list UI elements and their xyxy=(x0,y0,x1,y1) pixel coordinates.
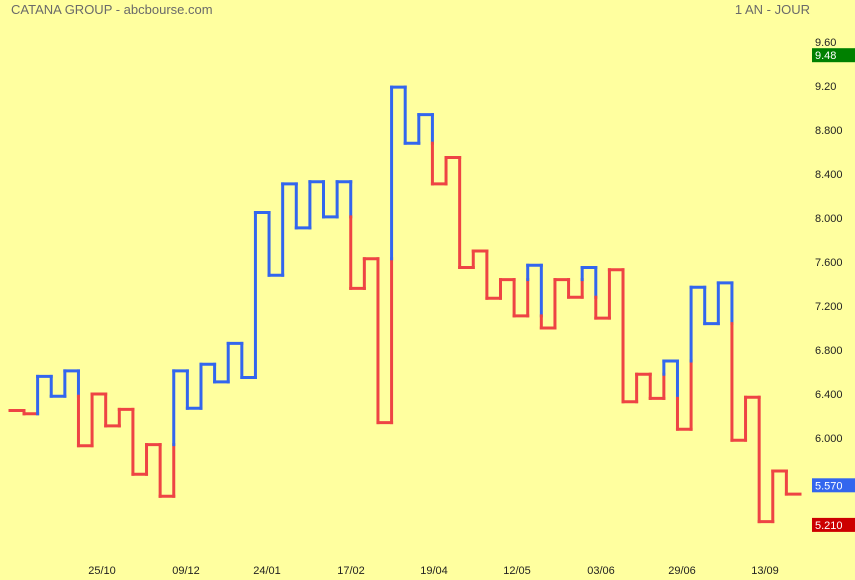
y-tick-label: 8.800 xyxy=(815,125,843,137)
price-badge-label: 5.210 xyxy=(815,520,843,532)
y-tick-label: 9.60 xyxy=(815,37,836,49)
x-axis: 25/10 09/12 24/01 17/02 19/04 12/05 03/06 29/06… xyxy=(88,565,779,577)
price-badge xyxy=(812,478,855,493)
price-badge-label: 9.48 xyxy=(815,50,836,62)
price-badge xyxy=(812,48,855,63)
y-tick-label: 9.20 xyxy=(815,81,836,93)
period-label: 1 AN - JOUR xyxy=(735,2,810,17)
y-tick-label: 6.800 xyxy=(815,345,843,357)
y-tick-label: 6.400 xyxy=(815,389,843,401)
x-tick-label: 24/01 xyxy=(253,565,281,577)
y-tick-label: 7.200 xyxy=(815,301,843,313)
chart-title: CATANA GROUP - abcbourse.com xyxy=(11,2,213,17)
y-tick-label: 6.000 xyxy=(815,433,843,445)
x-tick-label: 09/12 xyxy=(172,565,200,577)
y-tick-label: 8.400 xyxy=(815,169,843,181)
price-badge xyxy=(812,517,855,532)
x-tick-label: 03/06 xyxy=(587,565,615,577)
price-badges: 9.48 5.570 5.210 xyxy=(812,48,855,532)
x-tick-label: 19/04 xyxy=(420,565,448,577)
x-tick-label: 25/10 xyxy=(88,565,116,577)
x-tick-label: 17/02 xyxy=(337,565,365,577)
price-series xyxy=(8,85,802,524)
y-tick-label: 7.600 xyxy=(815,257,843,269)
y-tick-label: 8.000 xyxy=(815,213,843,225)
x-tick-label: 12/05 xyxy=(503,565,531,577)
x-tick-label: 29/06 xyxy=(668,565,696,577)
price-badge-label: 5.570 xyxy=(815,480,843,492)
x-tick-label: 13/09 xyxy=(751,565,779,577)
